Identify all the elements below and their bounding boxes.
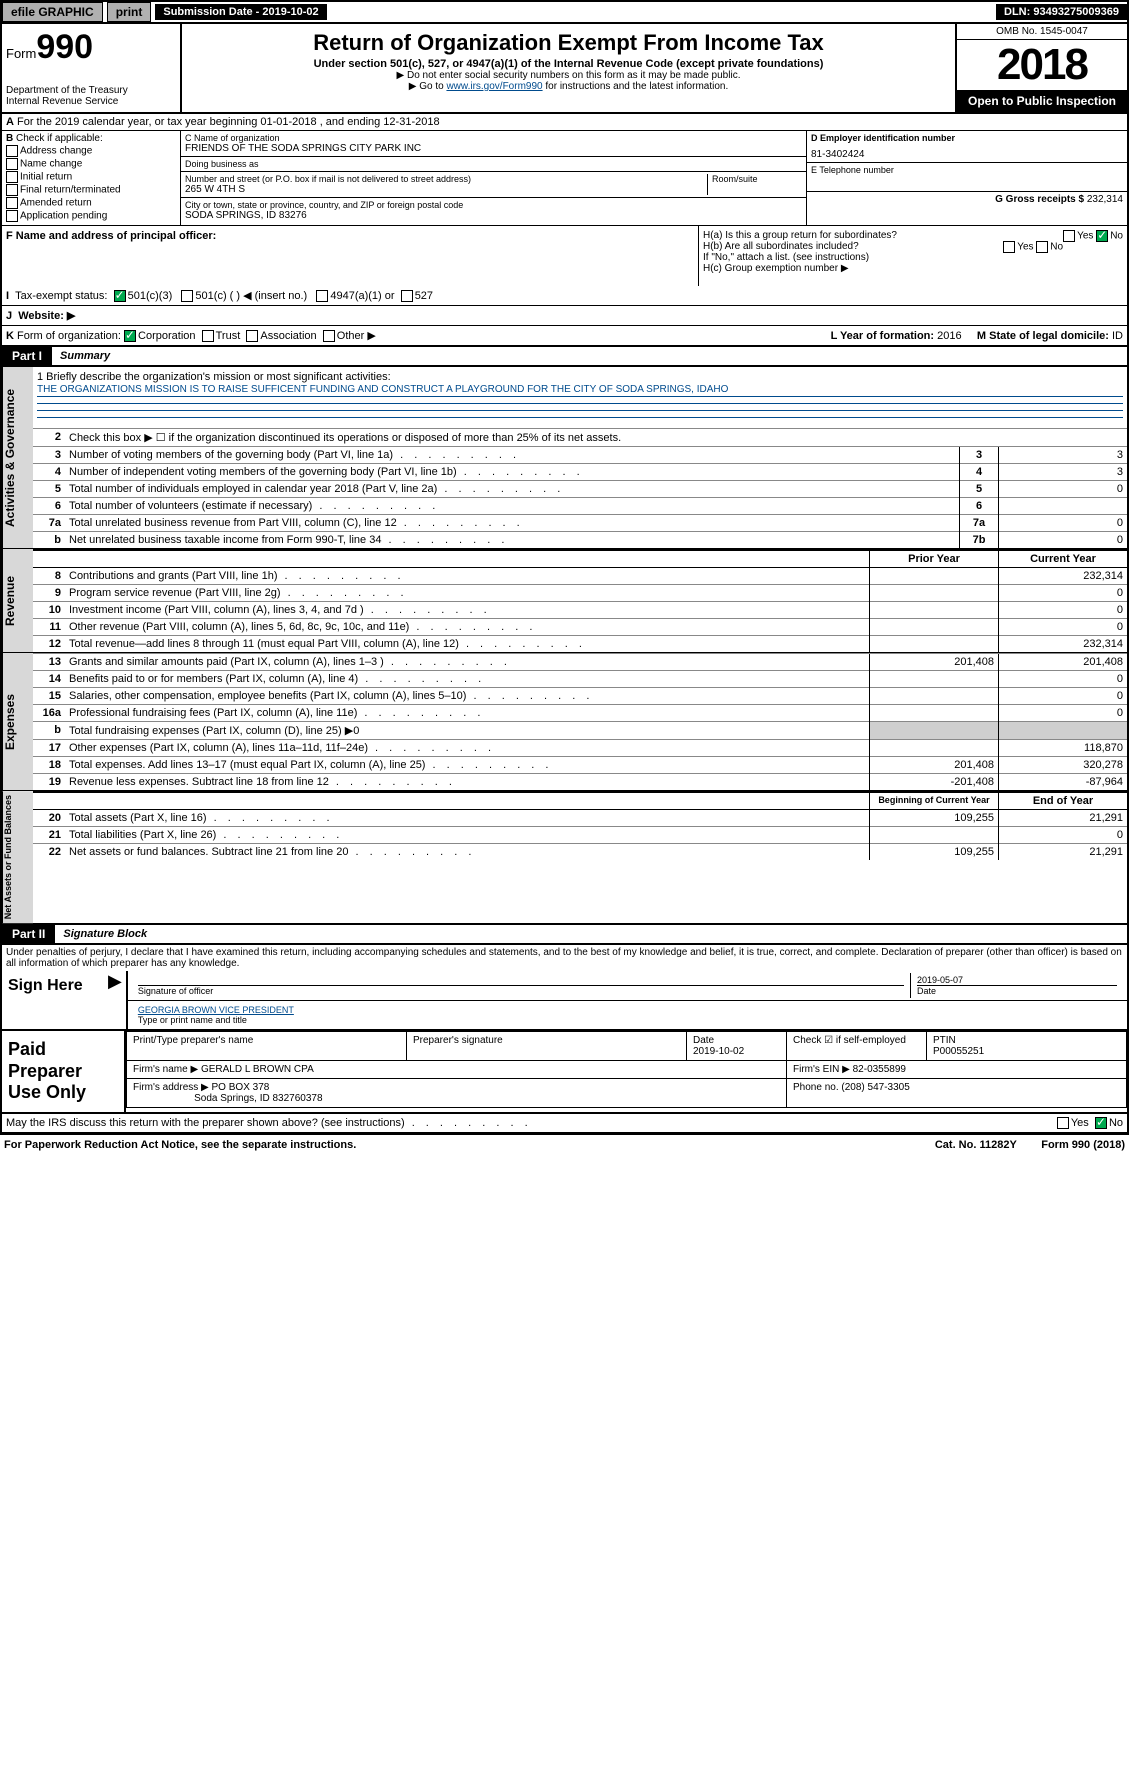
section-f: F Name and address of principal officer: bbox=[2, 226, 699, 286]
dept-label: Department of the Treasury Internal Reve… bbox=[6, 85, 176, 107]
discuss-row: May the IRS discuss this return with the… bbox=[0, 1114, 1129, 1134]
signature-section: Sign Here ▶ Signature of officer 2019-05… bbox=[0, 971, 1129, 1031]
section-b: B Check if applicable: Address change Na… bbox=[2, 131, 181, 225]
balances-sidelabel: Net Assets or Fund Balances bbox=[2, 791, 33, 923]
omb-number: OMB No. 1545-0047 bbox=[957, 24, 1127, 40]
subtitle-3: ▶ Go to www.irs.gov/Form990 for instruct… bbox=[186, 81, 951, 92]
tax-year: 2018 bbox=[957, 40, 1127, 90]
paid-preparer-label: Paid Preparer Use Only bbox=[2, 1031, 124, 1112]
arrow-icon: ▶ bbox=[104, 971, 126, 1029]
form-number: Form990 bbox=[6, 28, 176, 67]
expenses-section: Expenses 13Grants and similar amounts pa… bbox=[0, 653, 1129, 791]
form-title: Return of Organization Exempt From Incom… bbox=[186, 30, 951, 56]
print-button[interactable]: print bbox=[107, 2, 152, 22]
address-cell: Number and street (or P.O. box if mail i… bbox=[181, 172, 806, 198]
page-footer: For Paperwork Reduction Act Notice, see … bbox=[0, 1134, 1129, 1155]
revenue-sidelabel: Revenue bbox=[2, 549, 33, 652]
city-cell: City or town, state or province, country… bbox=[181, 198, 806, 223]
subtitle-2: ▶ Do not enter social security numbers o… bbox=[186, 70, 951, 81]
open-public-badge: Open to Public Inspection bbox=[957, 90, 1127, 112]
org-name-cell: C Name of organization FRIENDS OF THE SO… bbox=[181, 131, 806, 157]
mission-label: 1 Briefly describe the organization's mi… bbox=[37, 371, 1123, 383]
top-toolbar: efile GRAPHIC print Submission Date - 20… bbox=[0, 0, 1129, 24]
mission-text: THE ORGANIZATIONS MISSION IS TO RAISE SU… bbox=[37, 383, 1123, 397]
line-a: A For the 2019 calendar year, or tax yea… bbox=[0, 114, 1129, 131]
expenses-sidelabel: Expenses bbox=[2, 653, 33, 790]
line-j: J Website: ▶ bbox=[0, 306, 1129, 326]
form-header: Form990 Department of the Treasury Inter… bbox=[0, 24, 1129, 114]
instructions-link[interactable]: www.irs.gov/Form990 bbox=[446, 81, 542, 92]
fh-row: F Name and address of principal officer:… bbox=[0, 225, 1129, 286]
ein-cell: D Employer identification number 81-3402… bbox=[807, 131, 1127, 163]
entity-info-grid: B Check if applicable: Address change Na… bbox=[0, 131, 1129, 225]
section-h: H(a) Is this a group return for subordin… bbox=[699, 226, 1127, 286]
line-k: K Form of organization: Corporation Trus… bbox=[0, 326, 1129, 347]
line-i: I Tax-exempt status: 501(c)(3) 501(c) ( … bbox=[0, 286, 1129, 306]
governance-sidelabel: Activities & Governance bbox=[2, 367, 33, 548]
dln-label: DLN: 93493275009369 bbox=[996, 4, 1127, 20]
governance-section: Activities & Governance 1 Briefly descri… bbox=[0, 367, 1129, 549]
phone-cell: E Telephone number bbox=[807, 163, 1127, 192]
paid-preparer-section: Paid Preparer Use Only Print/Type prepar… bbox=[0, 1031, 1129, 1114]
sign-here-label: Sign Here bbox=[2, 971, 104, 1029]
balances-section: Net Assets or Fund Balances Beginning of… bbox=[0, 791, 1129, 925]
revenue-section: Revenue Prior YearCurrent Year 8Contribu… bbox=[0, 549, 1129, 653]
gross-receipts-cell: G Gross receipts $ 232,314 bbox=[807, 192, 1127, 220]
subtitle-1: Under section 501(c), 527, or 4947(a)(1)… bbox=[186, 58, 951, 70]
efile-button[interactable]: efile GRAPHIC bbox=[2, 2, 103, 22]
dba-cell: Doing business as bbox=[181, 157, 806, 172]
part2-header: Part II Signature Block bbox=[0, 925, 1129, 945]
part1-header: Part I Summary bbox=[0, 347, 1129, 367]
perjury-text: Under penalties of perjury, I declare th… bbox=[0, 945, 1129, 971]
submission-date: Submission Date - 2019-10-02 bbox=[155, 4, 326, 20]
